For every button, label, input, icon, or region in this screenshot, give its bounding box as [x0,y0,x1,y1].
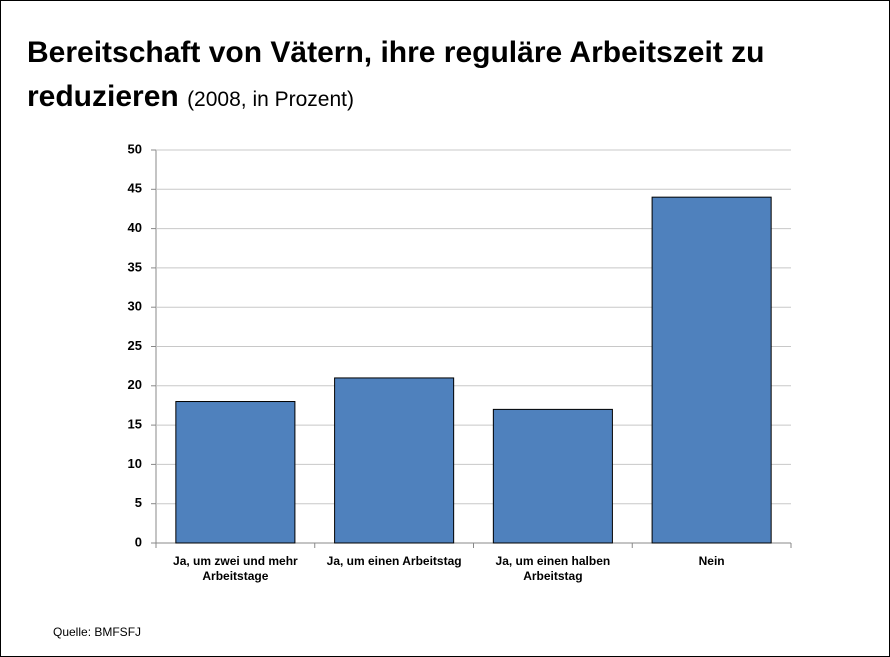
source-note: Quelle: BMFSFJ [53,625,142,639]
chart-subtitle: (2008, in Prozent) [187,88,354,111]
bar [651,196,772,544]
x-tick-label: Ja, um einen halben Arbeitstag [495,554,611,583]
chart-title: Bereitschaft von Vätern, ihre reguläre A… [27,36,765,113]
y-tick-label: 30 [128,299,142,314]
bar [492,408,613,544]
x-tick-label: Nein [698,554,725,568]
y-tick-label: 25 [128,338,142,353]
y-tick-label: 10 [128,456,142,471]
y-tick-label: 5 [135,495,142,510]
bar [334,377,455,544]
y-tick-label: 45 [128,181,142,196]
y-tick-label: 35 [128,259,142,274]
x-tick-label: Ja, um zwei und mehr Arbeitstage [173,554,298,583]
y-tick-label: 0 [135,534,142,549]
title-block: Bereitschaft von Vätern, ihre reguläre A… [27,31,882,122]
y-tick-label: 50 [128,141,142,156]
y-tick-label: 15 [128,417,142,432]
bar [175,401,296,544]
y-tick-label: 20 [128,377,142,392]
x-tick-label: Ja, um einen Arbeitstag [326,554,462,568]
y-tick-label: 40 [128,220,142,235]
